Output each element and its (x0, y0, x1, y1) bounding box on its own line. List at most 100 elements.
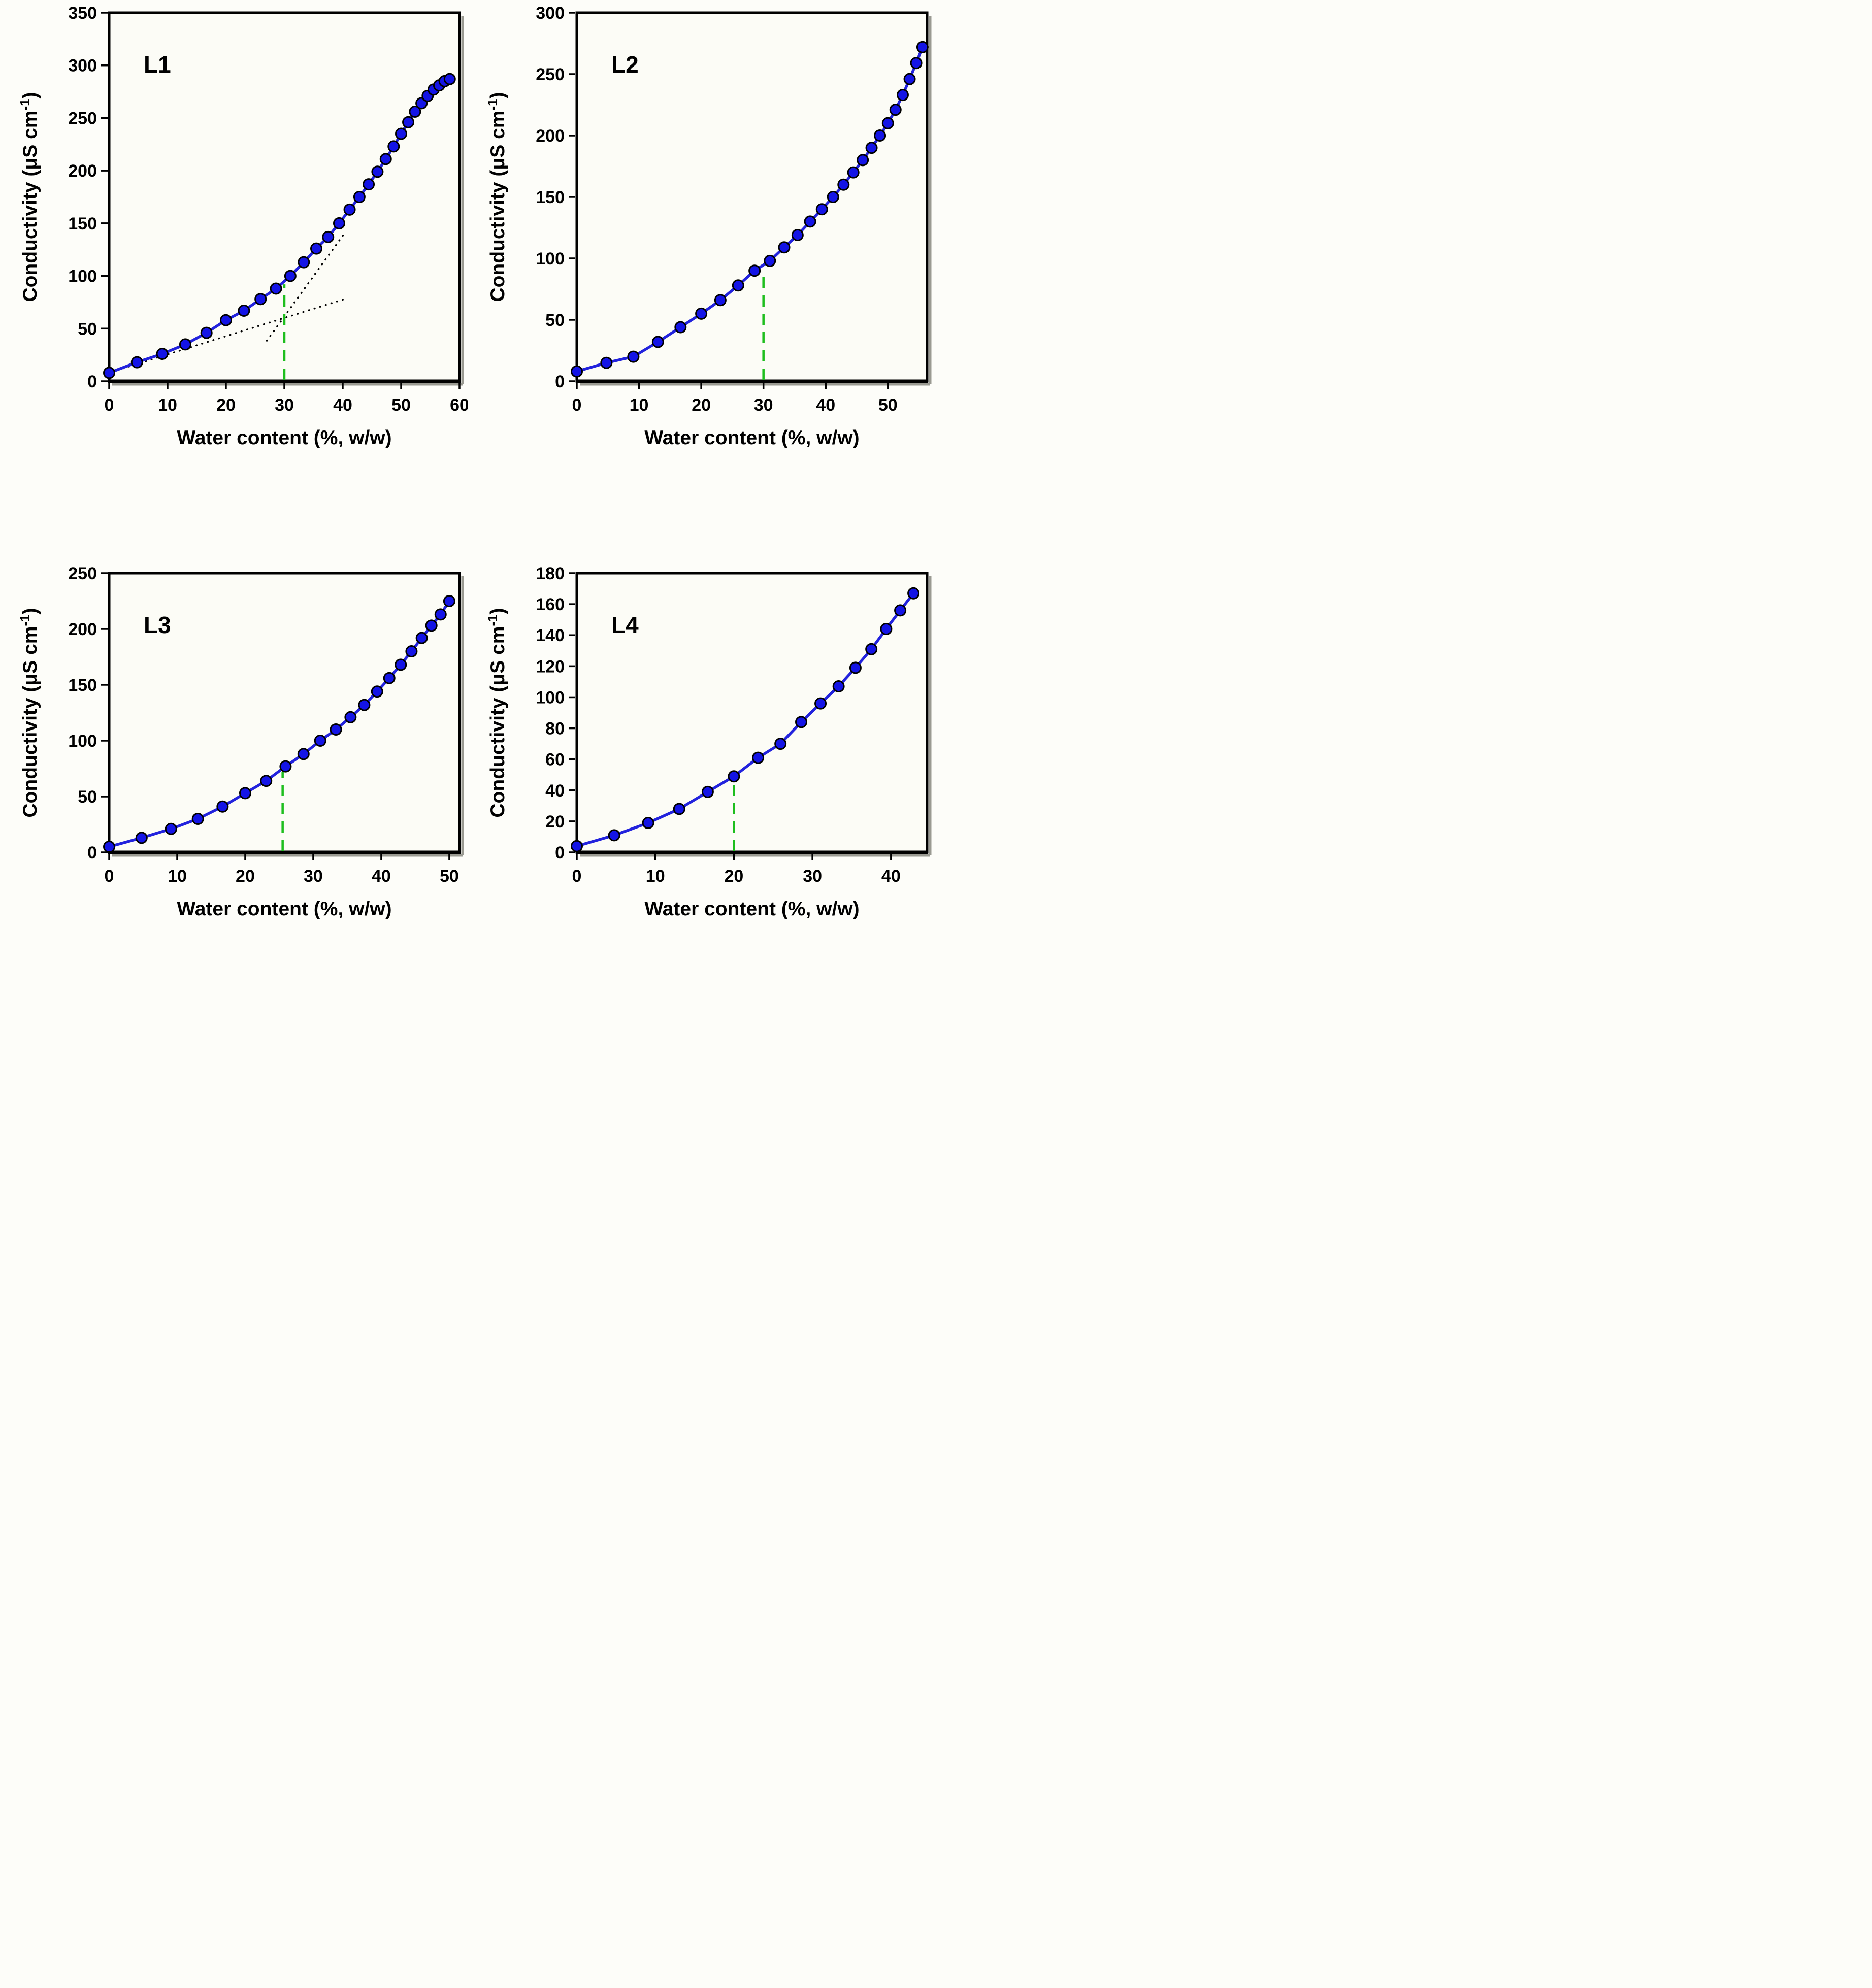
y-tick-label: 60 (545, 750, 565, 770)
chart-L1: 0 10 20 30 40 50 60 0 50 100 150 200 250 300 350 L1 Wate… (17, 4, 468, 449)
data-point-marker (333, 217, 345, 229)
y-tick-label: 40 (545, 781, 565, 801)
x-tick-label: 40 (816, 395, 835, 415)
data-point-marker (849, 661, 862, 674)
data-point-marker (314, 735, 326, 747)
tangent-line (266, 230, 347, 342)
data-point-marker (903, 73, 916, 85)
data-point-marker (443, 73, 456, 85)
data-point-marker (894, 604, 907, 617)
x-axis-title: Water content (%, w/w) (177, 427, 391, 449)
data-point-marker (651, 336, 664, 348)
x-tick-label: 30 (275, 395, 294, 415)
y-tick-label: 100 (68, 267, 97, 286)
data-point-marker (322, 230, 335, 243)
data-point-marker (896, 89, 909, 102)
data-point-marker (387, 140, 400, 153)
data-point-marker (135, 832, 148, 844)
data-point-marker (673, 803, 685, 815)
y-tick-label: 50 (78, 319, 97, 339)
data-point-marker (837, 178, 850, 191)
data-point-marker (434, 608, 447, 621)
y-tick-label: 250 (68, 109, 97, 128)
y-tick-label: 350 (68, 4, 97, 23)
data-point-marker (279, 760, 292, 773)
y-tick-label: 140 (536, 626, 565, 645)
data-point-marker (270, 282, 282, 295)
y-tick-label: 180 (536, 564, 565, 583)
y-tick-label: 50 (545, 311, 565, 330)
data-point-marker (353, 191, 366, 203)
y-tick-label: 0 (555, 843, 565, 863)
panel-label: L3 (144, 612, 171, 638)
panel-label: L1 (144, 51, 171, 78)
x-tick-label: 0 (105, 395, 114, 415)
y-tick-label: 160 (536, 595, 565, 614)
data-point-marker (732, 279, 744, 292)
y-tick-label: 0 (555, 372, 565, 391)
x-tick-label: 0 (105, 867, 114, 886)
x-tick-label: 50 (440, 867, 459, 886)
data-point-marker (358, 699, 371, 711)
data-point-marker (695, 307, 708, 320)
y-tick-label: 150 (68, 676, 97, 695)
x-tick-label: 30 (304, 867, 323, 886)
data-point-marker (847, 166, 860, 179)
x-tick-label: 0 (572, 395, 582, 415)
x-tick-label: 10 (168, 867, 187, 886)
y-axis-title: Conductivity (μS cm-1) (17, 92, 41, 302)
x-tick-label: 20 (236, 867, 255, 886)
data-point-marker (405, 645, 418, 657)
data-point-marker (443, 595, 455, 607)
y-tick-label: 300 (68, 56, 97, 76)
data-point-marker (191, 813, 204, 825)
data-point-marker (383, 672, 396, 684)
data-point-marker (714, 294, 727, 307)
data-point-marker (284, 270, 297, 282)
x-tick-label: 10 (630, 395, 649, 415)
x-tick-label: 20 (692, 395, 711, 415)
y-tick-label: 200 (68, 620, 97, 639)
y-axis-title: Conductivity (μS cm-1) (485, 92, 509, 302)
y-tick-label: 100 (68, 732, 97, 751)
x-tick-label: 40 (372, 867, 391, 886)
y-tick-label: 0 (87, 843, 97, 863)
data-point-marker (395, 658, 407, 671)
data-point-marker (310, 242, 323, 255)
y-tick-label: 150 (536, 188, 565, 207)
data-point-marker (344, 711, 357, 723)
x-tick-label: 20 (216, 395, 236, 415)
data-point-marker (179, 338, 191, 351)
chart-L4: 0 10 20 30 40 0 20 40 60 80 100 120 140 160 180 L4 Water… (485, 564, 932, 920)
data-point-marker (415, 632, 428, 644)
data-point-marker (814, 697, 827, 710)
conductivity-curve (575, 591, 915, 848)
y-tick-label: 200 (68, 161, 97, 181)
data-point-marker (402, 116, 415, 128)
x-tick-label: 50 (391, 395, 411, 415)
data-point-marker (260, 775, 273, 787)
y-tick-label: 20 (545, 812, 565, 832)
panel-L2: 0 10 20 30 40 50 0 50 100 150 200 250 300 L2 Water con… (468, 0, 935, 497)
data-point-marker (795, 716, 808, 728)
data-point-marker (865, 643, 878, 655)
tangent-line (111, 298, 346, 373)
data-point-marker (379, 153, 392, 165)
data-point-marker (371, 685, 383, 698)
x-tick-label: 10 (646, 867, 665, 886)
data-point-marker (748, 264, 761, 277)
y-tick-label: 250 (536, 65, 565, 84)
x-axis-title: Water content (%, w/w) (177, 898, 391, 920)
data-point-marker (363, 178, 375, 191)
data-point-marker (238, 305, 250, 317)
data-point-marker (778, 241, 791, 254)
data-point-marker (627, 350, 640, 363)
data-point-marker (297, 748, 310, 760)
x-tick-label: 30 (754, 395, 773, 415)
data-point-marker (409, 105, 421, 118)
data-point-marker (130, 356, 143, 369)
y-tick-label: 120 (536, 657, 565, 676)
data-point-marker (865, 142, 878, 154)
panel-L3: 0 10 20 30 40 50 0 50 100 150 200 250 L3 Water conten… (0, 497, 468, 994)
data-point-marker (857, 154, 869, 167)
